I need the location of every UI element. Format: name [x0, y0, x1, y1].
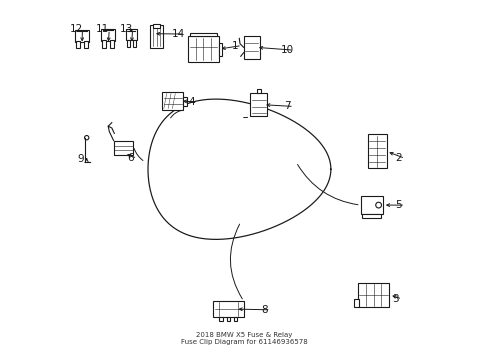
Bar	[149, 25, 163, 48]
Text: 1: 1	[232, 41, 238, 50]
Bar	[126, 30, 137, 40]
Text: 14: 14	[171, 29, 184, 39]
Bar	[75, 30, 89, 42]
Text: 4: 4	[188, 97, 195, 107]
Text: 2: 2	[395, 153, 401, 163]
Bar	[101, 29, 115, 41]
Bar	[162, 92, 183, 110]
Bar	[250, 93, 267, 116]
Bar	[357, 283, 388, 307]
Text: 5: 5	[395, 200, 401, 210]
Bar	[76, 41, 80, 48]
Text: 8: 8	[261, 305, 267, 315]
Text: 9: 9	[77, 154, 83, 164]
Bar	[256, 89, 261, 93]
Text: 7: 7	[284, 102, 290, 112]
Bar	[102, 40, 106, 48]
Bar	[360, 196, 382, 215]
Bar	[219, 317, 223, 321]
Bar	[213, 301, 243, 317]
Bar	[127, 40, 130, 46]
Bar	[187, 36, 218, 62]
Text: 3: 3	[392, 294, 398, 304]
Text: 13: 13	[119, 24, 133, 35]
Bar	[113, 140, 133, 155]
Bar	[367, 134, 386, 168]
Bar	[233, 317, 237, 321]
Text: 12: 12	[69, 24, 82, 35]
Bar	[84, 41, 88, 48]
Bar	[218, 42, 222, 55]
Bar	[153, 24, 160, 28]
Text: 6: 6	[127, 153, 134, 163]
Text: 11: 11	[96, 24, 109, 35]
Bar	[353, 299, 358, 307]
Text: 10: 10	[281, 45, 293, 55]
Bar	[226, 317, 230, 321]
Text: 2018 BMW X5 Fuse & Relay
Fuse Clip Diagram for 61146936578: 2018 BMW X5 Fuse & Relay Fuse Clip Diagr…	[181, 332, 307, 345]
Bar	[133, 40, 136, 46]
Bar	[189, 33, 216, 36]
Bar	[243, 36, 259, 59]
Bar	[110, 40, 114, 48]
Bar	[362, 214, 380, 218]
Bar	[183, 96, 187, 105]
